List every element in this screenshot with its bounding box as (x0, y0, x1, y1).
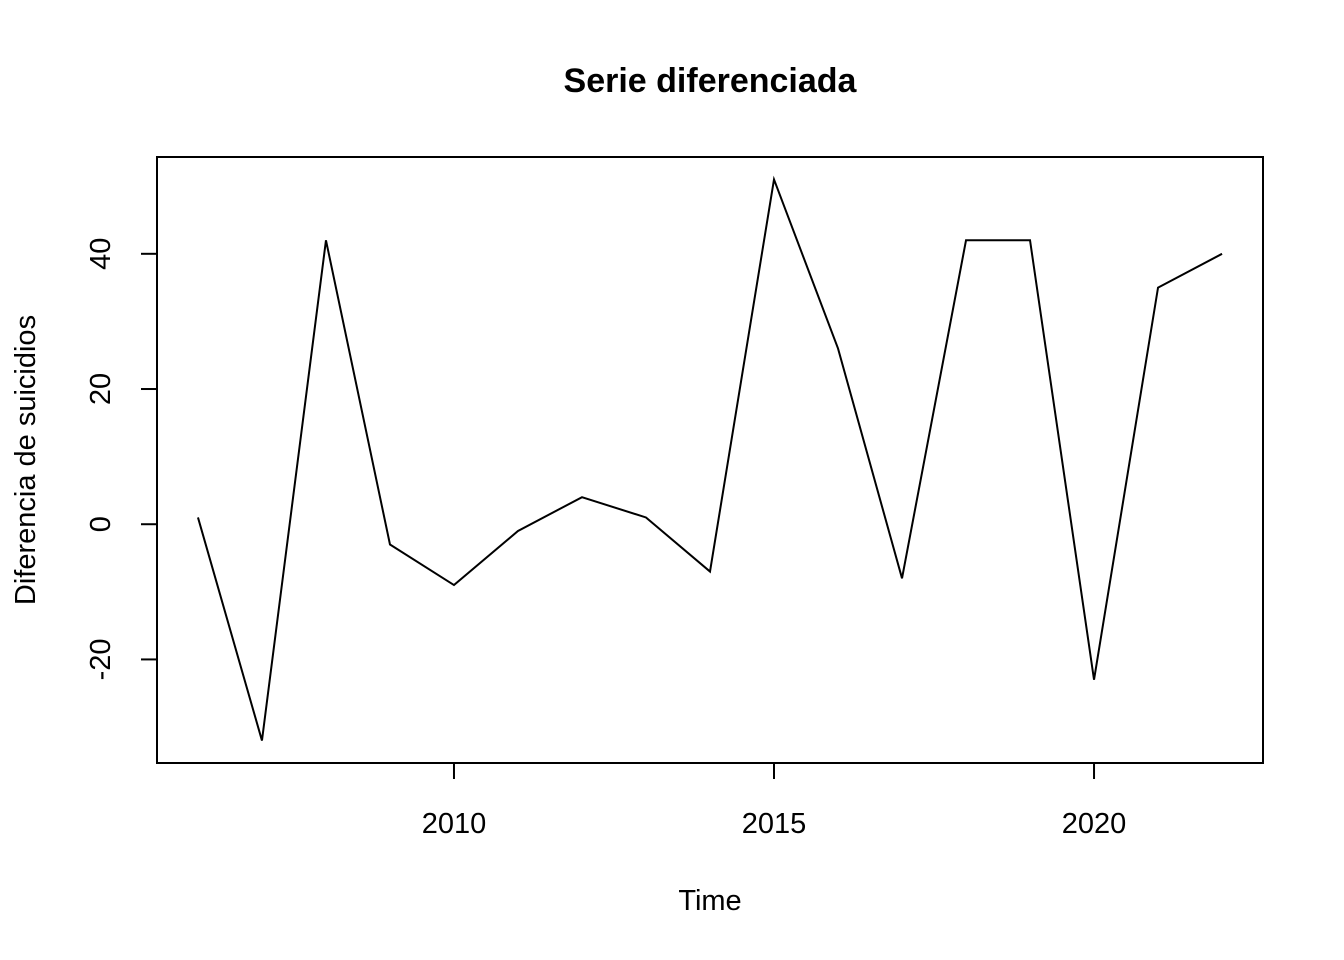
series-line (197, 175, 1223, 741)
y-axis-label: Diferencia de suicidios (10, 315, 42, 605)
x-tick-label: 2010 (422, 808, 487, 840)
x-axis: 2010 2015 2020 (422, 763, 1127, 840)
y-tick-label: 40 (85, 238, 117, 270)
y-tick-label: -20 (85, 638, 117, 680)
series-group (197, 175, 1223, 741)
y-tick-label: 20 (85, 373, 117, 405)
chart-title: Serie diferenciada (564, 62, 858, 100)
y-tick-label: 0 (85, 516, 117, 532)
x-tick-label: 2020 (1062, 808, 1127, 840)
x-tick-label: 2015 (742, 808, 807, 840)
plot-frame (156, 156, 1264, 764)
y-axis: -20 0 20 40 (85, 238, 157, 680)
x-axis-label: Time (678, 885, 741, 917)
